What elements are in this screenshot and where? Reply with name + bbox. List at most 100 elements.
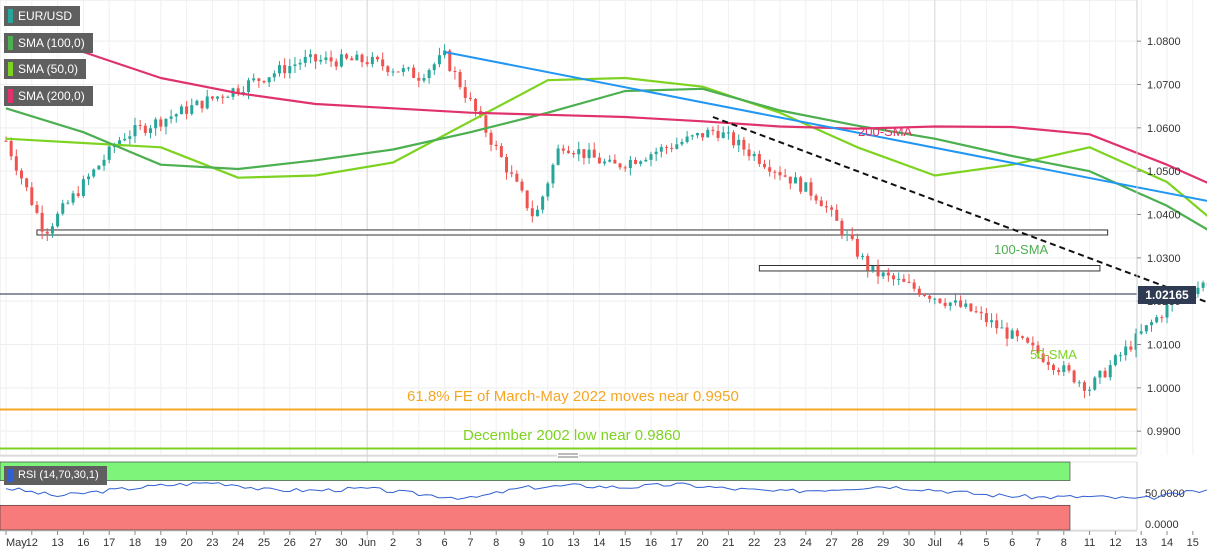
candle-body: [1155, 317, 1159, 323]
time-tick-label: 8: [493, 537, 499, 549]
pane-divider[interactable]: [0, 452, 1137, 459]
candle-body: [1062, 365, 1066, 372]
time-tick-label: 7: [467, 537, 473, 549]
candle-body: [1051, 364, 1055, 371]
candle-body: [148, 128, 152, 133]
price-axis: 1.08001.07001.06001.05001.04001.03001.02…: [1136, 0, 1181, 455]
price-tick-label: 0.9900: [1147, 426, 1181, 438]
time-tick-label: Jun: [358, 537, 376, 549]
rsi-tick-label: 0.0000: [1145, 519, 1179, 531]
support-zone: [36, 229, 1109, 236]
candle-body: [484, 115, 488, 133]
candle-body: [592, 149, 596, 158]
candle-body: [613, 159, 617, 164]
candle-body: [138, 124, 142, 126]
time-tick-label: 20: [696, 537, 708, 549]
candle-body: [793, 177, 797, 184]
candle-body: [241, 91, 245, 93]
candle-body: [19, 170, 23, 179]
legend-sma200[interactable]: SMA (200,0): [4, 86, 93, 106]
candle-body: [164, 118, 168, 127]
candle-body: [272, 73, 276, 78]
candle-body: [778, 171, 782, 176]
candle-body: [948, 302, 952, 306]
candle-body: [670, 147, 674, 149]
legend-sma50[interactable]: SMA (50,0): [4, 59, 87, 79]
candle-body: [355, 54, 359, 61]
candle-body: [458, 71, 462, 88]
sma50-swatch: [8, 62, 13, 76]
candle-body: [97, 165, 101, 170]
candle-body: [1082, 382, 1086, 391]
legend-sma100[interactable]: SMA (100,0): [4, 33, 93, 53]
candle-body: [1036, 345, 1040, 354]
sma100-swatch: [8, 36, 13, 50]
legend-symbol[interactable]: EUR/USD: [4, 6, 81, 26]
time-tick-label: 7: [1035, 537, 1041, 549]
legend-sma50-label: SMA (50,0): [18, 62, 79, 76]
candle-body: [1196, 287, 1200, 295]
candle-body: [350, 58, 354, 61]
candle-body: [634, 159, 638, 164]
candle-body: [1119, 355, 1123, 357]
candle-body: [866, 255, 870, 271]
candle-body: [752, 154, 756, 157]
annotation-dec-2002: December 2002 low near 0.9860: [463, 427, 681, 444]
candle-body: [453, 70, 457, 72]
time-tick-label: 30: [335, 537, 347, 549]
candle-body: [654, 151, 658, 155]
time-tick-label: 17: [671, 537, 683, 549]
candle-body: [25, 178, 29, 188]
trendlines: [444, 51, 1207, 304]
candle-body: [87, 176, 91, 180]
horizontal-levels: [0, 293, 1137, 450]
candle-body: [179, 106, 183, 115]
candle-body: [1093, 377, 1097, 390]
candle-body: [964, 303, 968, 307]
candle-body: [561, 148, 565, 151]
candle-body: [494, 144, 498, 147]
time-tick-label: 16: [645, 537, 657, 549]
descending-resistance-trendline: [444, 51, 1207, 202]
candle-body: [546, 183, 550, 197]
candle-body: [706, 129, 710, 138]
candle-body: [639, 161, 643, 164]
candle-body: [35, 204, 39, 213]
candle-body: [499, 146, 503, 158]
candle-body: [412, 67, 416, 78]
candle-body: [757, 154, 761, 164]
candle-body: [1077, 382, 1081, 384]
candle-body: [984, 313, 988, 323]
annotation-100-sma: 100-SMA: [994, 242, 1049, 257]
candle-body: [783, 175, 787, 177]
candle-body: [1098, 370, 1102, 378]
candle-body: [345, 54, 349, 59]
candle-body: [799, 177, 803, 192]
candle-body: [1031, 342, 1035, 346]
candle-body: [1144, 325, 1148, 332]
candle-body: [298, 62, 302, 65]
candle-body: [979, 311, 983, 314]
candle-body: [566, 150, 570, 154]
candle-body: [417, 77, 421, 81]
candle-body: [845, 234, 849, 236]
candle-body: [928, 295, 932, 299]
candle-body: [577, 149, 581, 155]
candle-body: [339, 54, 343, 67]
candle-body: [1201, 282, 1205, 288]
annotation-fib: 61.8% FE of March-May 2022 moves near 0.…: [407, 388, 739, 405]
candle-body: [974, 311, 978, 313]
candle-body: [556, 148, 560, 165]
rsi-oversold-zone: [0, 504, 1071, 531]
candle-body: [587, 149, 591, 159]
candle-body: [9, 140, 13, 157]
time-tick-label: 23: [774, 537, 786, 549]
candle-body: [763, 163, 767, 168]
candle-body: [876, 266, 880, 277]
candle-body: [902, 278, 906, 282]
time-tick-label: 12: [1109, 537, 1121, 549]
legend-rsi[interactable]: RSI (14,70,30,1): [4, 466, 107, 485]
candle-body: [840, 220, 844, 236]
